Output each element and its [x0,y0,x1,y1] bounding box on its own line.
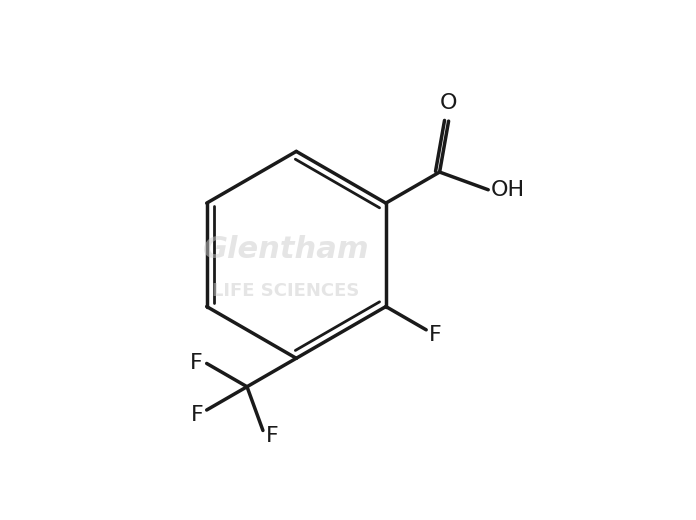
Text: F: F [429,325,441,345]
Text: OH: OH [491,180,525,200]
Text: F: F [265,426,278,446]
Text: LIFE SCIENCES: LIFE SCIENCES [212,282,360,300]
Text: F: F [190,354,203,373]
Text: O: O [440,94,457,113]
Text: F: F [191,405,204,425]
Text: Glentham: Glentham [203,235,370,264]
